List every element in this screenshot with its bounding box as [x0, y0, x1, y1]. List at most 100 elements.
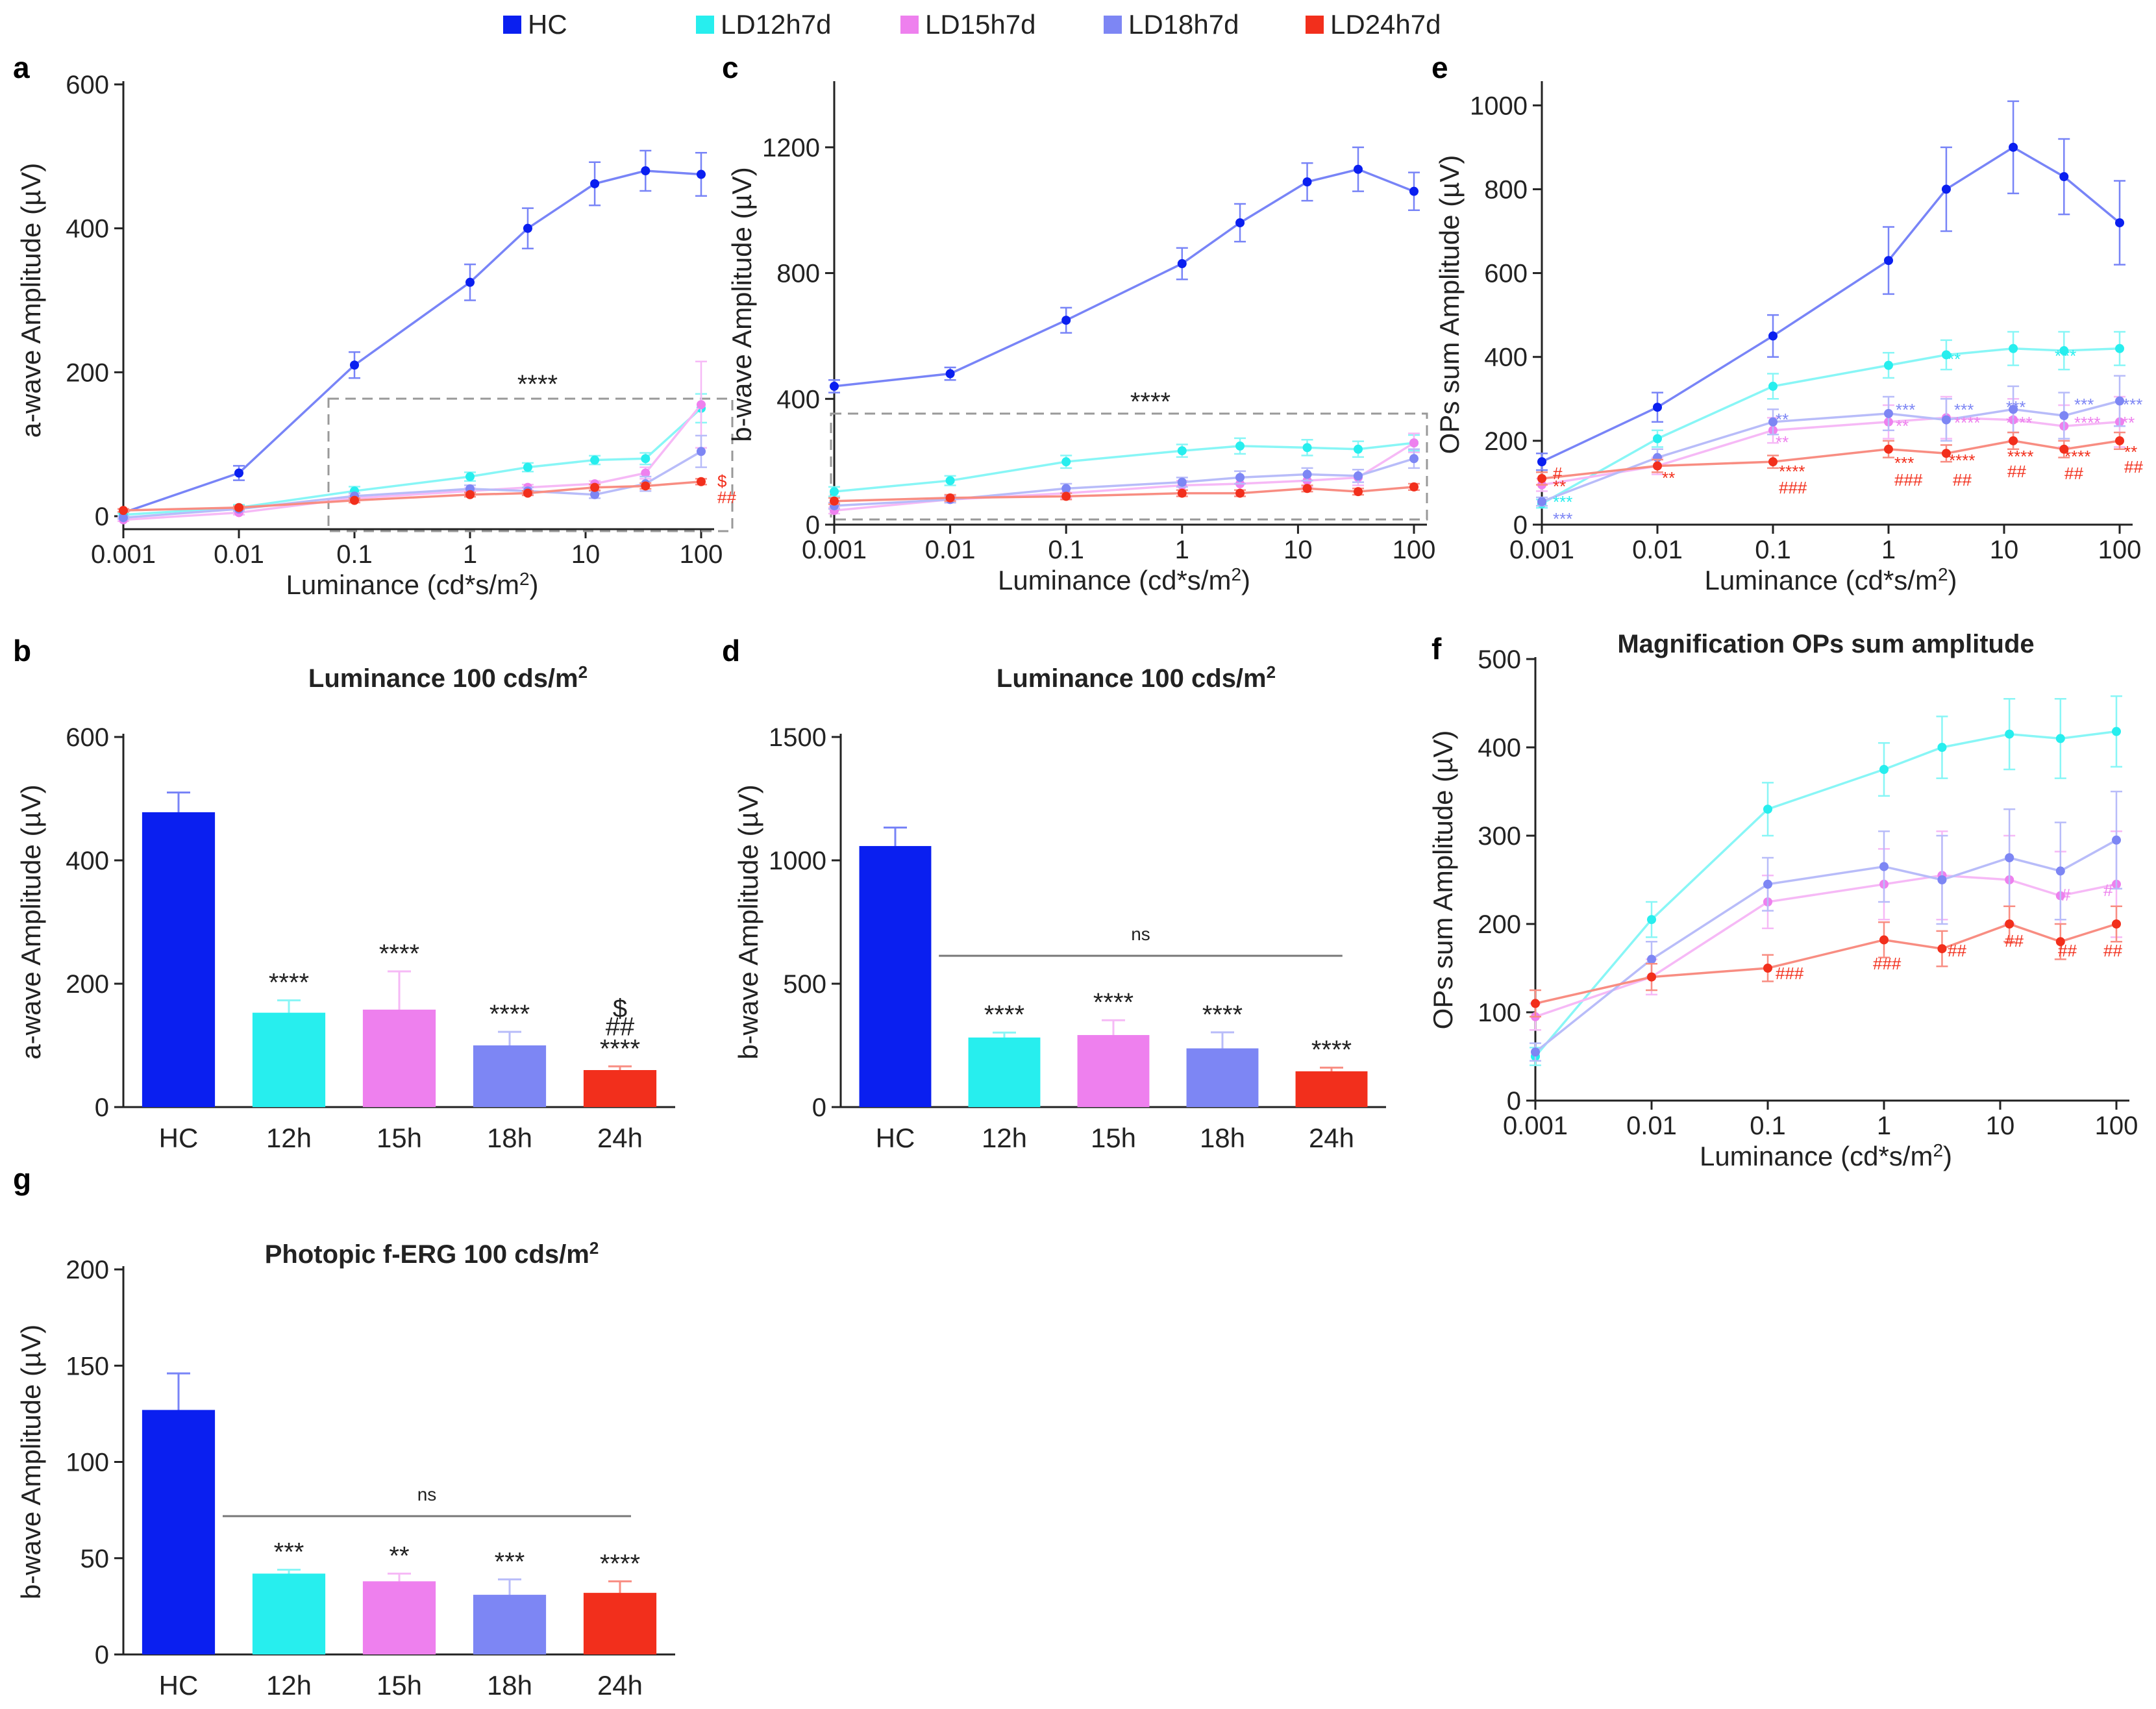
x-label-prefix: Luminance (cd*s/m [1704, 565, 1937, 595]
data-point [1409, 454, 1419, 464]
data-point [2009, 142, 2018, 152]
data-point [1537, 457, 1546, 467]
x-tick-label: 0.1 [1048, 536, 1084, 564]
series-line [123, 404, 702, 521]
data-point [1409, 186, 1419, 196]
title-text: Luminance 100 cds/m [997, 664, 1267, 693]
annotation: *** [2074, 395, 2094, 414]
data-point [465, 277, 475, 287]
x-tick-label: 100 [2095, 1112, 2138, 1140]
data-point [1937, 875, 1947, 884]
x-axis-label: Luminance (cd*s/m2) [1704, 564, 1957, 595]
data-point [2059, 444, 2069, 454]
series-line [1534, 839, 2117, 1053]
annotation: ## [2103, 941, 2122, 960]
series-ld18h7d [1530, 790, 2122, 1062]
y-tick-label: 500 [783, 970, 826, 999]
significance-label: **** [269, 969, 309, 997]
significance-label: **** [489, 1000, 530, 1029]
data-point [2115, 396, 2124, 406]
series-line [834, 442, 1415, 493]
x-tick-label: 1 [1877, 1112, 1891, 1140]
x-tick-label: 18h [1200, 1123, 1245, 1153]
y-tick-label: 300 [1478, 822, 1521, 851]
x-tick-label: 15h [377, 1670, 422, 1701]
annotation: *** [1894, 453, 1914, 473]
chart-panel-a: a 0 200 400 600 0.001 0.01 0.1 1 10 100 Luminance (… [13, 51, 736, 600]
y-axis-label: OPs sum Amplitude (µV) [1428, 730, 1458, 1030]
data-point [1653, 434, 1662, 443]
series-line [123, 169, 702, 514]
data-point [2009, 436, 2018, 445]
data-point [1937, 944, 1947, 954]
x-tick-label: 1 [1881, 536, 1896, 564]
series-ld12h7d [828, 434, 1420, 497]
bar-24h [583, 1070, 657, 1107]
series-ld15h7d [118, 360, 707, 525]
chart-panel-c: c 0 400 800 1200 0.001 0.01 0.1 1 10 100 Luminance … [722, 51, 1435, 595]
data-point [1177, 477, 1187, 487]
chart-panel-e: e 0 200 400 600 800 1000 0.001 0.01 0.1 1 10 100 Lumi… [1431, 51, 2143, 595]
x-axis-label: Luminance (cd*s/m2) [1700, 1140, 1952, 1171]
data-point [1302, 484, 1312, 493]
x-label-suffix: ) [1943, 1141, 1952, 1171]
annotation: *** [2006, 397, 2026, 417]
data-point [2115, 343, 2124, 353]
annotation: **** [1949, 451, 1975, 470]
x-tick-label: 1 [1175, 536, 1189, 564]
bar-18h [473, 1045, 547, 1107]
title-sup: 2 [578, 662, 588, 682]
series-line [1541, 416, 2120, 486]
panel-label-e: e [1431, 51, 1448, 84]
y-tick-label: 400 [1478, 734, 1521, 762]
highlight-box [830, 412, 1428, 521]
legend-swatch-15h [900, 16, 919, 34]
title-sup: 2 [589, 1238, 599, 1258]
data-point [1941, 449, 1951, 458]
data-point [2055, 937, 2065, 947]
data-point [1235, 488, 1245, 498]
series-line [1535, 923, 2117, 1005]
series-ld24h7d [1536, 431, 2125, 486]
y-tick-label: 1000 [769, 847, 826, 875]
data-point [1302, 443, 1312, 453]
data-point [1061, 484, 1071, 493]
panel-label-b: b [13, 634, 31, 667]
series-hc [828, 146, 1420, 393]
x-label-sup: 2 [519, 569, 530, 589]
data-point [2055, 734, 2065, 743]
data-point [1647, 915, 1656, 925]
annotation: ## [2124, 457, 2143, 477]
series-line [1541, 347, 2120, 505]
x-tick-label: 0.001 [91, 540, 156, 569]
data-point [1302, 469, 1312, 479]
annotation: ## [2058, 941, 2077, 960]
data-point [1531, 999, 1540, 1008]
x-label-sup: 2 [1933, 1140, 1943, 1160]
annotation: ## [717, 488, 736, 507]
data-point [2009, 343, 2018, 353]
annotation: **** [2007, 447, 2033, 466]
x-tick-label: 24h [597, 1123, 643, 1153]
data-point [1354, 487, 1363, 497]
x-label-sup: 2 [1231, 564, 1241, 584]
data-point [1941, 350, 1951, 360]
chart-panel-d: d Luminance 100 cds/m2 0 500 1000 1500 b-wave … [722, 634, 1386, 1153]
data-point [2112, 919, 2121, 929]
data-point [523, 462, 532, 472]
legend-label-12h: LD12h7d [721, 9, 831, 40]
y-tick-label: 800 [776, 260, 820, 288]
x-tick-label: 0.01 [1626, 1112, 1677, 1140]
data-point [1647, 972, 1656, 982]
annotation: *** [1553, 492, 1572, 512]
significance-label: **** [1093, 988, 1134, 1017]
data-point [830, 487, 839, 497]
data-point [523, 488, 532, 498]
data-point [2059, 411, 2069, 421]
series-line [834, 168, 1415, 388]
panel-label-c: c [722, 51, 739, 84]
x-label-sup: 2 [1938, 564, 1948, 584]
series-line [1541, 145, 2121, 463]
series-hc [1536, 100, 2125, 471]
x-tick-label: 100 [2098, 536, 2142, 564]
